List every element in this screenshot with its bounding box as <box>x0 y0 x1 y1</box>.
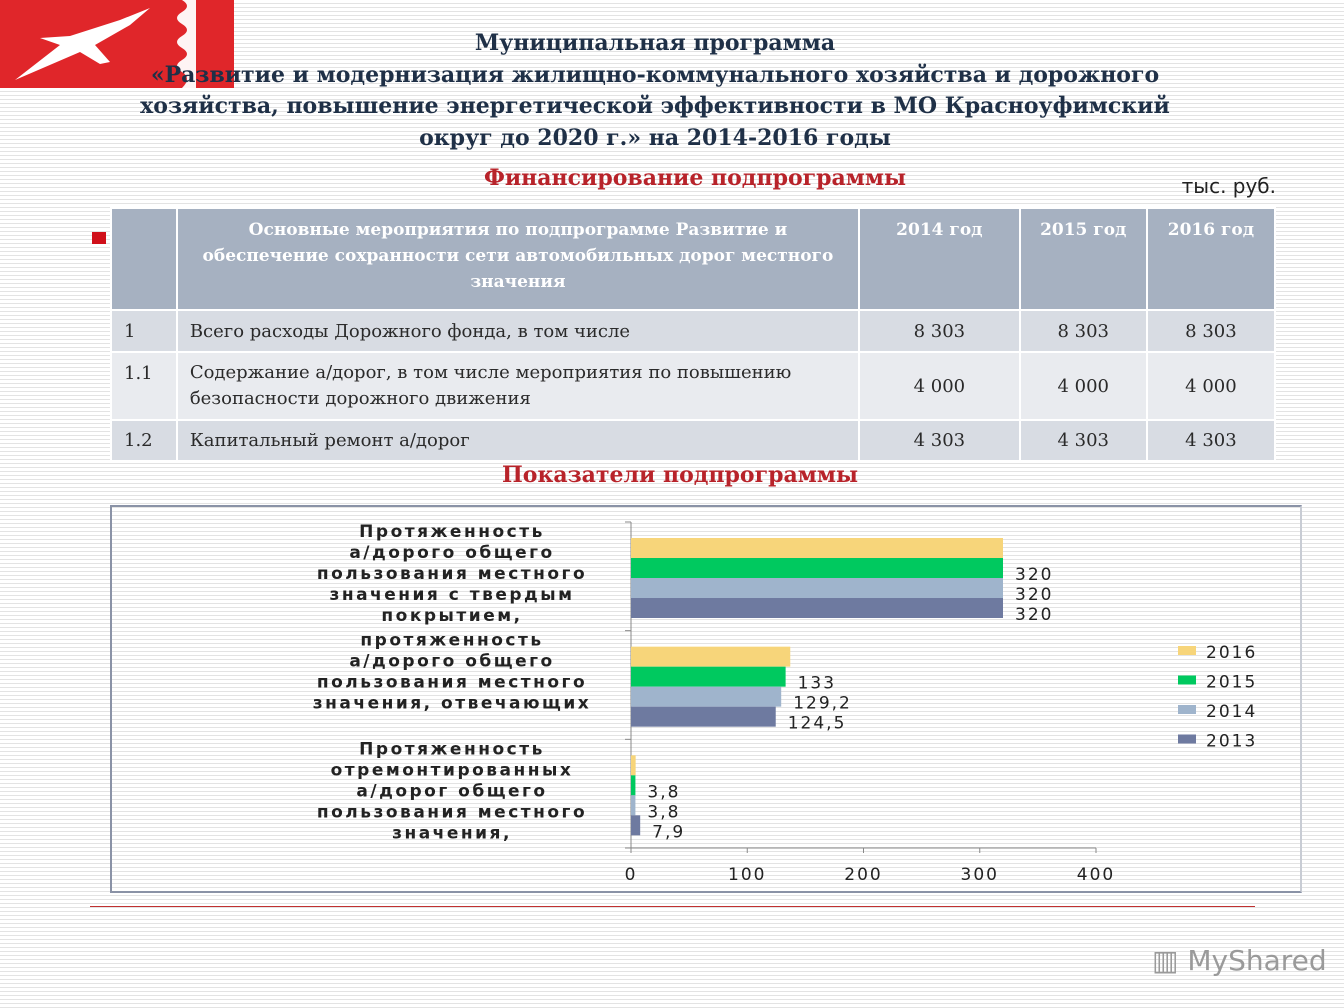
legend-label: 2016 <box>1206 643 1257 663</box>
cell: 8 303 <box>1018 309 1148 353</box>
page-title: Муниципальная программа «Развитие и моде… <box>100 28 1210 154</box>
bullet-icon <box>92 232 106 244</box>
legend-swatch <box>1178 675 1196 685</box>
x-tick-label: 300 <box>961 865 999 885</box>
financing-title: Финансирование подпрограммы <box>483 165 907 191</box>
table-row: 1.2 Капитальный ремонт а/дорог 4 303 4 3… <box>110 419 1277 462</box>
title-line: «Развитие и модернизация жилищно-коммуна… <box>150 61 1160 88</box>
header-cell: Основные мероприятия по подпрограмме Раз… <box>175 207 861 311</box>
cell: 4 303 <box>858 419 1021 462</box>
header-cell: 2014 год <box>858 207 1021 311</box>
data-label: 320 <box>1015 585 1053 605</box>
data-label: 3,8 <box>647 802 680 822</box>
category-label: отремонтированных <box>331 760 574 780</box>
data-label: 7,9 <box>652 822 685 842</box>
indicators-title: Показатели подпрограммы <box>502 462 858 488</box>
category-label: значения, <box>392 823 512 843</box>
data-label: 133 <box>798 674 836 694</box>
bar-2014 <box>631 795 636 816</box>
category-label: а/дорого общего <box>349 543 554 563</box>
bar-2014 <box>631 686 782 707</box>
title-line: округ до 2020 г.» на 2014-2016 годы <box>419 124 891 151</box>
cell: 1 <box>110 309 178 353</box>
category-label: протяженность <box>360 631 543 651</box>
cell: 8 303 <box>858 309 1021 353</box>
cell: Капитальный ремонт а/дорог <box>175 419 861 462</box>
legend-swatch <box>1178 646 1196 655</box>
category-label: значения, отвечающих <box>313 694 591 714</box>
cell: 4 000 <box>1145 351 1277 421</box>
data-label: 320 <box>1015 565 1053 585</box>
table-row: 1.1 Содержание а/дорог, в том числе меро… <box>110 351 1277 421</box>
unit-label: тыс. руб. <box>1181 174 1276 198</box>
header-cell <box>110 207 178 311</box>
x-tick-label: 100 <box>728 865 766 885</box>
x-tick-label: 200 <box>844 865 882 885</box>
title-line: хозяйства, повышение энергетической эффе… <box>140 93 1170 119</box>
data-label: 320 <box>1015 605 1053 625</box>
data-label: 124,5 <box>788 714 847 734</box>
bar-2015 <box>631 775 636 796</box>
category-label: значения с твердым <box>329 585 574 605</box>
x-tick-label: 0 <box>625 865 638 885</box>
cell: 1.1 <box>110 351 178 421</box>
cell: Содержание а/дорог, в том числе мероприя… <box>175 351 861 421</box>
bar-2013 <box>631 815 641 836</box>
cell: 8 303 <box>1145 309 1277 353</box>
bar-2015 <box>631 666 786 687</box>
bar-2015 <box>631 558 1003 578</box>
category-label: Протяженность <box>359 522 545 542</box>
bar-2016 <box>631 755 636 776</box>
bar-2013 <box>631 706 776 727</box>
watermark: ▥ MyShared <box>1152 944 1327 977</box>
category-label: а/дорого общего <box>349 652 554 672</box>
table-row: 1 Всего расходы Дорожного фонда, в том ч… <box>110 309 1277 353</box>
legend-label: 2014 <box>1206 702 1257 722</box>
cell: 4 303 <box>1018 419 1148 462</box>
legend-label: 2015 <box>1206 673 1257 693</box>
watermark-logo-icon: ▥ <box>1152 944 1179 977</box>
category-label: пользования местного <box>317 802 587 822</box>
chart-frame <box>110 505 1302 893</box>
bar-2013 <box>631 598 1003 618</box>
divider <box>90 906 1255 907</box>
logo <box>0 0 234 88</box>
category-label: пользования местного <box>317 564 587 584</box>
category-label: пользования местного <box>317 673 587 693</box>
cell: Всего расходы Дорожного фонда, в том чис… <box>175 309 861 353</box>
data-label: 3,8 <box>647 782 680 802</box>
legend-label: 2013 <box>1206 732 1257 752</box>
table-header-row: Основные мероприятия по подпрограмме Раз… <box>110 207 1277 311</box>
bird-logo-icon <box>15 0 234 88</box>
bar-2016 <box>631 538 1003 558</box>
cell: 4 303 <box>1145 419 1277 462</box>
bar-2014 <box>631 578 1003 598</box>
category-label: Протяженность <box>359 739 545 759</box>
cell: 4 000 <box>1018 351 1148 421</box>
category-label: а/дорог общего <box>356 781 547 801</box>
x-tick-label: 400 <box>1077 865 1115 885</box>
financing-table: Основные мероприятия по подпрограмме Раз… <box>110 207 1277 462</box>
cell: 1.2 <box>110 419 178 462</box>
data-label: 129,2 <box>793 694 852 714</box>
header-cell: 2015 год <box>1018 207 1148 311</box>
cell: 4 000 <box>858 351 1021 421</box>
title-line: Муниципальная программа <box>474 30 836 56</box>
header-cell: 2016 год <box>1145 207 1277 311</box>
category-label: покрытием, <box>381 606 522 626</box>
bar-2016 <box>631 646 791 667</box>
legend-swatch <box>1178 734 1196 744</box>
legend-swatch <box>1178 705 1196 714</box>
